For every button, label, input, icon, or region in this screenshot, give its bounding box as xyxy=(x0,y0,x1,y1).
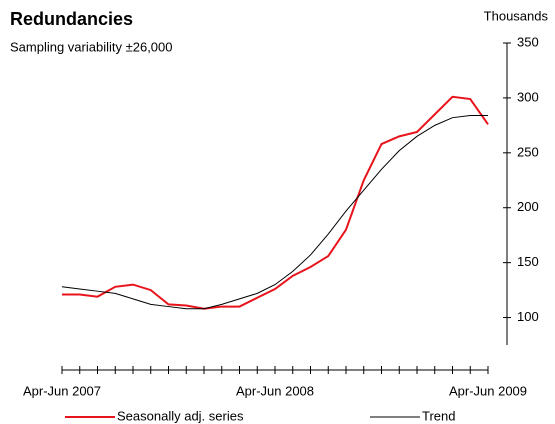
y-tick-label: 250 xyxy=(517,144,539,159)
y-axis-label: Thousands xyxy=(484,8,549,23)
y-tick-label: 200 xyxy=(517,199,539,214)
y-tick-label: 150 xyxy=(517,254,539,269)
y-tick-label: 350 xyxy=(517,34,539,49)
x-tick-label: Apr-Jun 2007 xyxy=(23,383,101,398)
y-tick-label: 300 xyxy=(517,89,539,104)
legend-label: Trend xyxy=(422,408,455,423)
series-line xyxy=(62,95,489,310)
x-tick-label: Apr-Jun 2008 xyxy=(236,383,314,398)
x-tick-label: Apr-Jun 2009 xyxy=(449,383,527,398)
legend-label: Seasonally adj. series xyxy=(117,408,244,423)
y-tick-label: 100 xyxy=(517,309,539,324)
chart-subtitle: Sampling variability ±26,000 xyxy=(10,39,173,54)
chart-title: Redundancies xyxy=(10,9,133,29)
series-line xyxy=(61,114,488,310)
